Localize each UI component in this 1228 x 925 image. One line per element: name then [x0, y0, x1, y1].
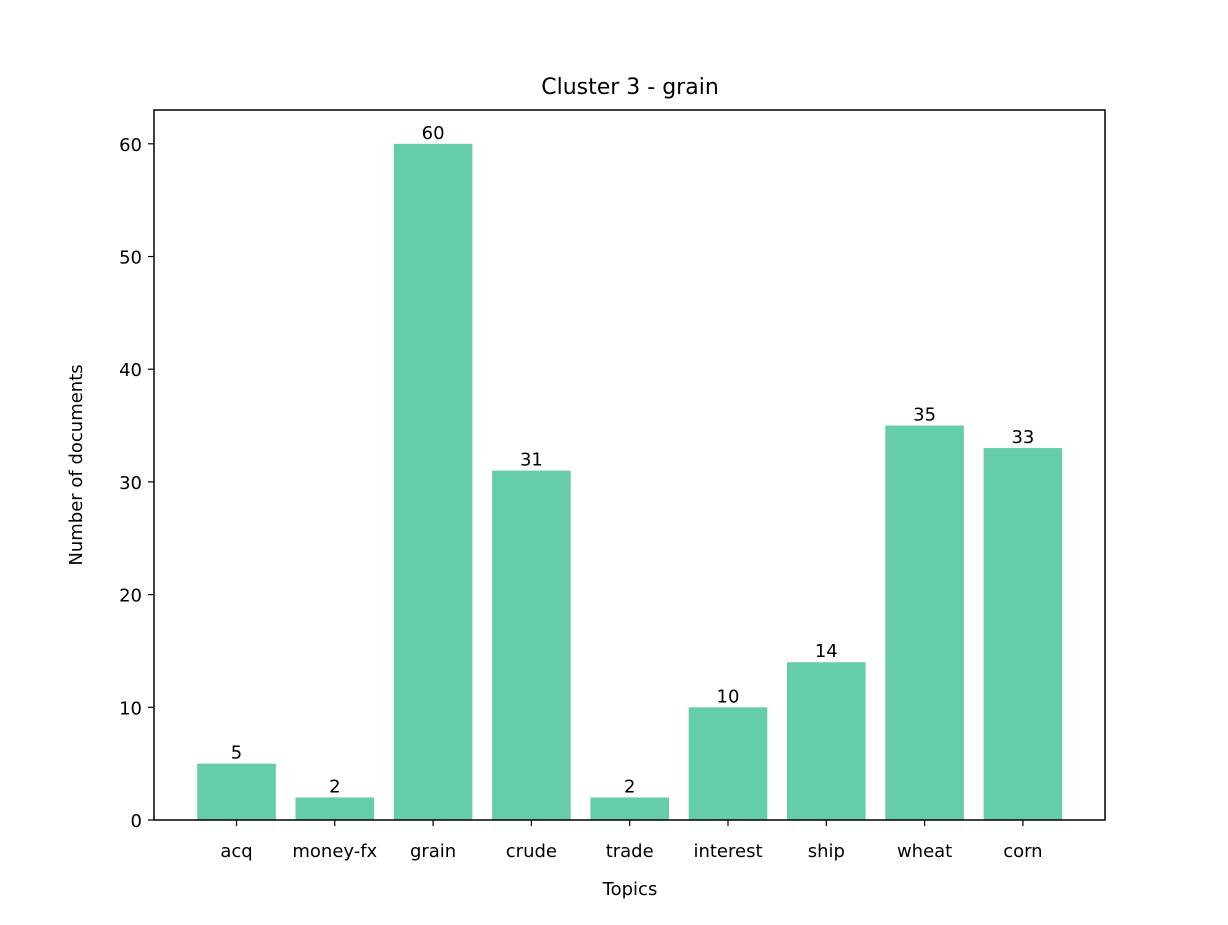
y-tick-label: 10 [119, 698, 142, 719]
y-axis: 0 10 20 30 40 50 60 [119, 135, 154, 832]
bar-interest [688, 707, 768, 820]
x-tick-label-corn: corn [1003, 841, 1042, 862]
bar-corn [983, 448, 1063, 820]
x-tick-label-trade: trade [606, 841, 654, 862]
bar-wheat [885, 425, 964, 820]
data-label-ship: 14 [815, 641, 838, 662]
x-axis-label: Topics [602, 879, 658, 900]
x-tick-label-grain: grain [410, 841, 456, 862]
y-tick-label: 0 [131, 811, 142, 832]
data-label-interest: 10 [717, 686, 740, 707]
bar-trade [590, 797, 669, 820]
data-label-corn: 33 [1011, 427, 1034, 448]
bar-ship [787, 662, 866, 820]
y-axis-label: Number of documents [66, 364, 87, 565]
x-tick-label-interest: interest [693, 841, 762, 862]
bar-money-fx [295, 797, 375, 820]
data-label-acq: 5 [231, 743, 242, 764]
bar-crude [492, 470, 571, 820]
x-tick-label-money-fx: money-fx [292, 841, 377, 862]
bar-grain [393, 143, 473, 821]
y-tick-label: 60 [119, 135, 142, 156]
data-label-trade: 2 [624, 776, 635, 797]
chart-title: Cluster 3 - grain [541, 75, 719, 100]
y-tick-label: 20 [119, 586, 142, 607]
data-label-money-fx: 2 [329, 776, 340, 797]
data-label-crude: 31 [520, 450, 543, 471]
y-tick-label: 40 [119, 360, 142, 381]
bar-acq [197, 763, 276, 820]
data-labels-layer: 5 2 60 31 2 10 14 35 33 [231, 123, 1035, 798]
x-tick-label-crude: crude [506, 841, 557, 862]
data-label-wheat: 35 [913, 405, 936, 426]
x-tick-label-wheat: wheat [897, 841, 952, 862]
x-tick-label-ship: ship [808, 841, 845, 862]
x-axis: acq money-fx grain crude trade interest ship wh… [220, 820, 1043, 862]
data-label-grain: 60 [422, 123, 445, 144]
y-tick-label: 50 [119, 248, 142, 269]
y-tick-label: 30 [119, 473, 142, 494]
x-tick-label-acq: acq [220, 841, 252, 862]
bars-layer [197, 143, 1063, 821]
